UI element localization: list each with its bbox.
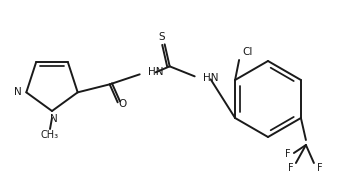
Text: CH₃: CH₃ xyxy=(41,130,59,140)
Text: F: F xyxy=(285,149,291,159)
Text: HN: HN xyxy=(203,73,218,83)
Text: HN: HN xyxy=(148,67,163,77)
Text: F: F xyxy=(288,163,294,173)
Text: Cl: Cl xyxy=(242,47,252,57)
Text: F: F xyxy=(317,163,323,173)
Text: O: O xyxy=(119,99,127,109)
Text: S: S xyxy=(158,32,165,42)
Text: N: N xyxy=(14,87,21,97)
Text: N: N xyxy=(50,114,58,124)
